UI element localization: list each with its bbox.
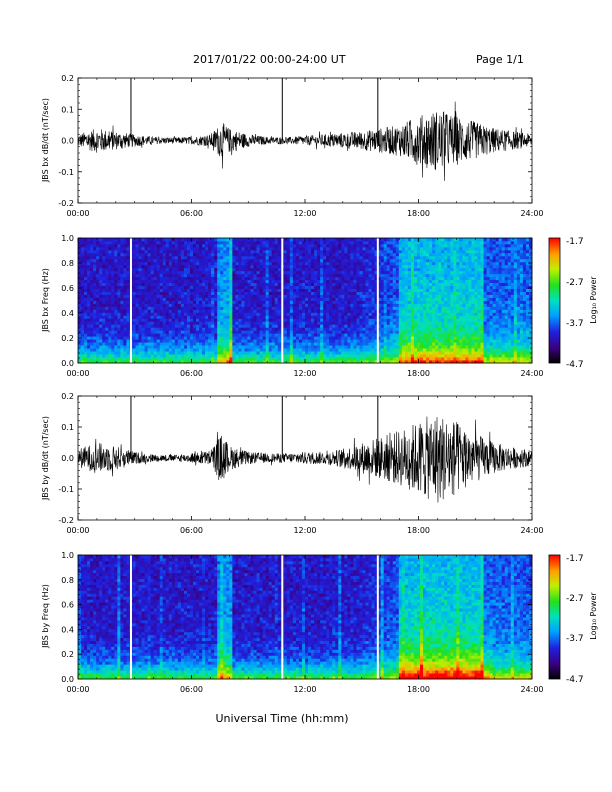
bx-waveform-y-tick-label: 0.2 [61, 74, 74, 83]
by-spectrogram-y-tick-label: 0.4 [61, 625, 74, 634]
x-axis-title: Universal Time (hh:mm) [216, 712, 349, 725]
by-waveform-y-tick-label: -0.1 [58, 485, 74, 494]
bx-spectrogram-x-tick-label: 24:00 [520, 369, 543, 378]
bx-spectrogram-y-tick-label: 0.6 [61, 284, 74, 293]
by-waveform-panel: JBS by dB/dt (nT/sec) 00:00 06:00 12:00 18:… [41, 392, 544, 535]
by-spectrogram-y-tick-label: 0.6 [61, 601, 74, 610]
by-spectrogram-x-tick-label: 12:00 [293, 685, 316, 694]
by-spectrogram-x-tick-label: 06:00 [180, 685, 203, 694]
bx-spectrogram-x-tick-label: 12:00 [293, 369, 316, 378]
page-number: Page 1/1 [476, 53, 524, 66]
by-colorbar-tick: -1.7 [566, 554, 584, 564]
by-spectrogram-y-tick-label: 0.2 [61, 650, 74, 659]
bx-spectrogram-x-tick-label: 18:00 [407, 369, 430, 378]
by-colorbar-tick: -3.7 [566, 634, 584, 644]
bx-colorbar-label: Log₁₀ Power [589, 276, 598, 324]
by-spectrogram-cells [78, 555, 533, 680]
bx-colorbar-tick: -4.7 [566, 360, 584, 370]
bx-waveform-y-tick-label: 0.1 [61, 105, 74, 114]
bx-spectrogram-panel: JBS bx Freq (Hz) 00:00 06:00 12:00 18:00 24:… [41, 234, 544, 378]
bx-spectrogram-x-tick-label: 06:00 [180, 369, 203, 378]
bx-spectrogram-y-tick-label: 0.4 [61, 309, 74, 318]
bx-colorbar: -1.7 -2.7 -3.7 -4.7 Log₁₀ Power [548, 237, 598, 370]
bx-waveform-ylabel: JBS bx dB/dt (nT/sec) [41, 98, 50, 183]
by-spectrogram-data-gap [376, 555, 379, 679]
by-spectrogram-y-tick-label: 0.8 [61, 576, 74, 585]
bx-spectrogram-cells [78, 238, 533, 364]
page-title: 2017/01/22 00:00-24:00 UT [193, 53, 346, 66]
bx-waveform-y-tick-label: 0.0 [61, 137, 74, 146]
by-waveform-x-tick-label: 12:00 [293, 526, 316, 535]
by-waveform-x-tick-label: 06:00 [180, 526, 203, 535]
by-waveform-y-tick-label: -0.2 [58, 516, 74, 525]
bx-spectrogram-y-tick-label: 0.8 [61, 259, 74, 268]
by-spectrogram-data-gap [129, 555, 132, 679]
bx-colorbar-tick: -3.7 [566, 319, 584, 329]
bx-waveform-x-tick-label: 18:00 [407, 209, 430, 218]
by-waveform-trace [77, 416, 533, 503]
by-spectrogram-y-tick-label: 1.0 [61, 551, 74, 560]
by-spectrogram-x-tick-label: 00:00 [66, 685, 89, 694]
bx-spectrogram-data-gap [129, 238, 132, 363]
bx-spectrogram-y-tick-label: 0.2 [61, 334, 74, 343]
bx-spectrogram-data-gap [376, 238, 379, 363]
bx-colorbar-tick: -2.7 [566, 278, 584, 288]
bx-colorbar-tick: -1.7 [566, 237, 584, 247]
bx-waveform-x-tick-label: 06:00 [180, 209, 203, 218]
by-spectrogram-data-gap [281, 555, 284, 679]
bx-spectrogram-ylabel: JBS bx Freq (Hz) [41, 268, 50, 333]
by-waveform-y-tick-label: 0.0 [61, 454, 74, 463]
by-waveform-y-tick-label: 0.1 [61, 423, 74, 432]
by-spectrogram-ylabel: JBS by Freq (Hz) [41, 584, 50, 649]
bx-spectrogram-data-gap [281, 238, 284, 363]
bx-waveform-y-tick-label: -0.2 [58, 199, 74, 208]
by-waveform-y-tick-label: 0.2 [61, 392, 74, 401]
by-waveform-x-tick-label: 18:00 [407, 526, 430, 535]
bx-waveform-x-tick-label: 12:00 [293, 209, 316, 218]
bx-waveform-y-tick-label: -0.1 [58, 168, 74, 177]
by-spectrogram-x-tick-label: 18:00 [407, 685, 430, 694]
by-spectrogram-panel: JBS by Freq (Hz) 00:00 06:00 12:00 18:00 24:… [41, 551, 544, 694]
by-colorbar: -1.7 -2.7 -3.7 -4.7 Log₁₀ Power [548, 554, 598, 685]
bx-spectrogram-x-tick-label: 00:00 [66, 369, 89, 378]
bx-waveform-x-tick-label: 24:00 [520, 209, 543, 218]
by-waveform-x-tick-label: 24:00 [520, 526, 543, 535]
bx-waveform-panel: JBS bx dB/dt (nT/sec) 00:00 06:00 12:00 18:… [41, 74, 544, 218]
by-spectrogram-y-tick-label: 0.0 [61, 675, 74, 684]
by-waveform-x-tick-label: 00:00 [66, 526, 89, 535]
bx-waveform-x-tick-label: 00:00 [66, 209, 89, 218]
bx-waveform-trace [77, 101, 533, 181]
by-colorbar-tick: -2.7 [566, 594, 584, 604]
bx-spectrogram-y-tick-label: 0.0 [61, 359, 74, 368]
by-spectrogram-x-tick-label: 24:00 [520, 685, 543, 694]
by-colorbar-tick: -4.7 [566, 675, 584, 685]
by-waveform-ylabel: JBS by dB/dt (nT/sec) [41, 416, 50, 501]
bx-spectrogram-y-tick-label: 1.0 [61, 234, 74, 243]
by-colorbar-label: Log₁₀ Power [589, 592, 598, 640]
